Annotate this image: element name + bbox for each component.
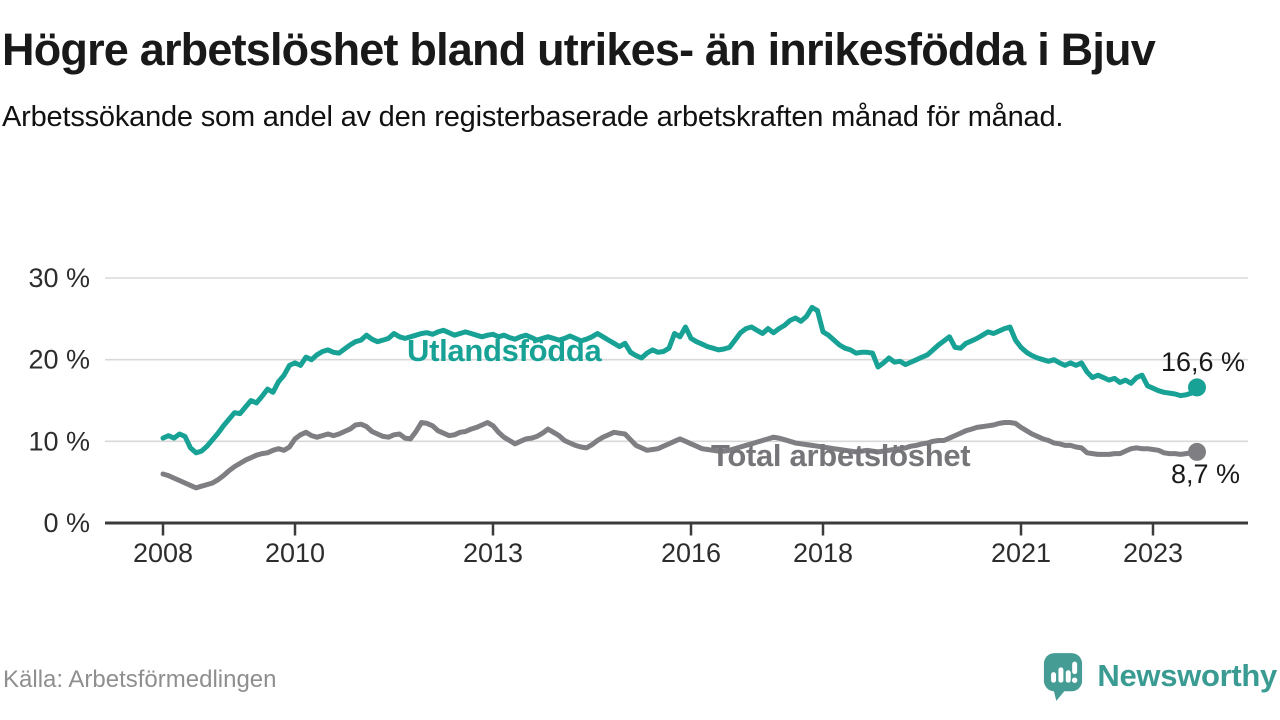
end-value-label-utlandsfodda: 16,6 %: [1160, 347, 1245, 377]
series-line-utlandsf-dda: [160, 304, 1200, 456]
series-end-dot-utlandsf-dda: [1188, 378, 1206, 397]
x-tick-label: 2008: [133, 538, 193, 568]
page-title: Högre arbetslöshet bland utrikes- än inr…: [2, 24, 1156, 75]
y-tick-label: 30 %: [28, 263, 90, 293]
x-tick-label: 2010: [265, 538, 325, 568]
series-end-dot-total-arbetsl-shet: [1188, 442, 1206, 461]
series-label-total-arbetsloshet: Total arbetslöshet: [711, 438, 971, 473]
series-line-total-arbetsl-shet: [160, 420, 1200, 491]
newsworthy-speech-bubble-bar-chart-icon: [1044, 653, 1083, 701]
page-subtitle: Arbetssökande som andel av den registerb…: [2, 101, 1064, 134]
x-tick-label: 2021: [991, 538, 1051, 568]
x-tick-label: 2013: [463, 538, 523, 568]
newsworthy-wordmark: Newsworthy: [1097, 658, 1277, 693]
end-value-label-total: 8,7 %: [1170, 459, 1240, 489]
x-tick-label: 2023: [1123, 538, 1183, 568]
y-tick-label: 0 %: [43, 508, 90, 538]
series-label-utlandsfodda: Utlandsfödda: [407, 333, 602, 368]
y-tick-label: 20 %: [28, 345, 90, 375]
newsworthy-brand: Newsworthy: [1042, 651, 1277, 701]
x-tick-label: 2016: [661, 538, 721, 568]
x-tick-label: 2018: [793, 538, 853, 568]
source-note: Källa: Arbetsförmedlingen: [3, 666, 277, 693]
y-tick-label: 10 %: [28, 426, 90, 456]
